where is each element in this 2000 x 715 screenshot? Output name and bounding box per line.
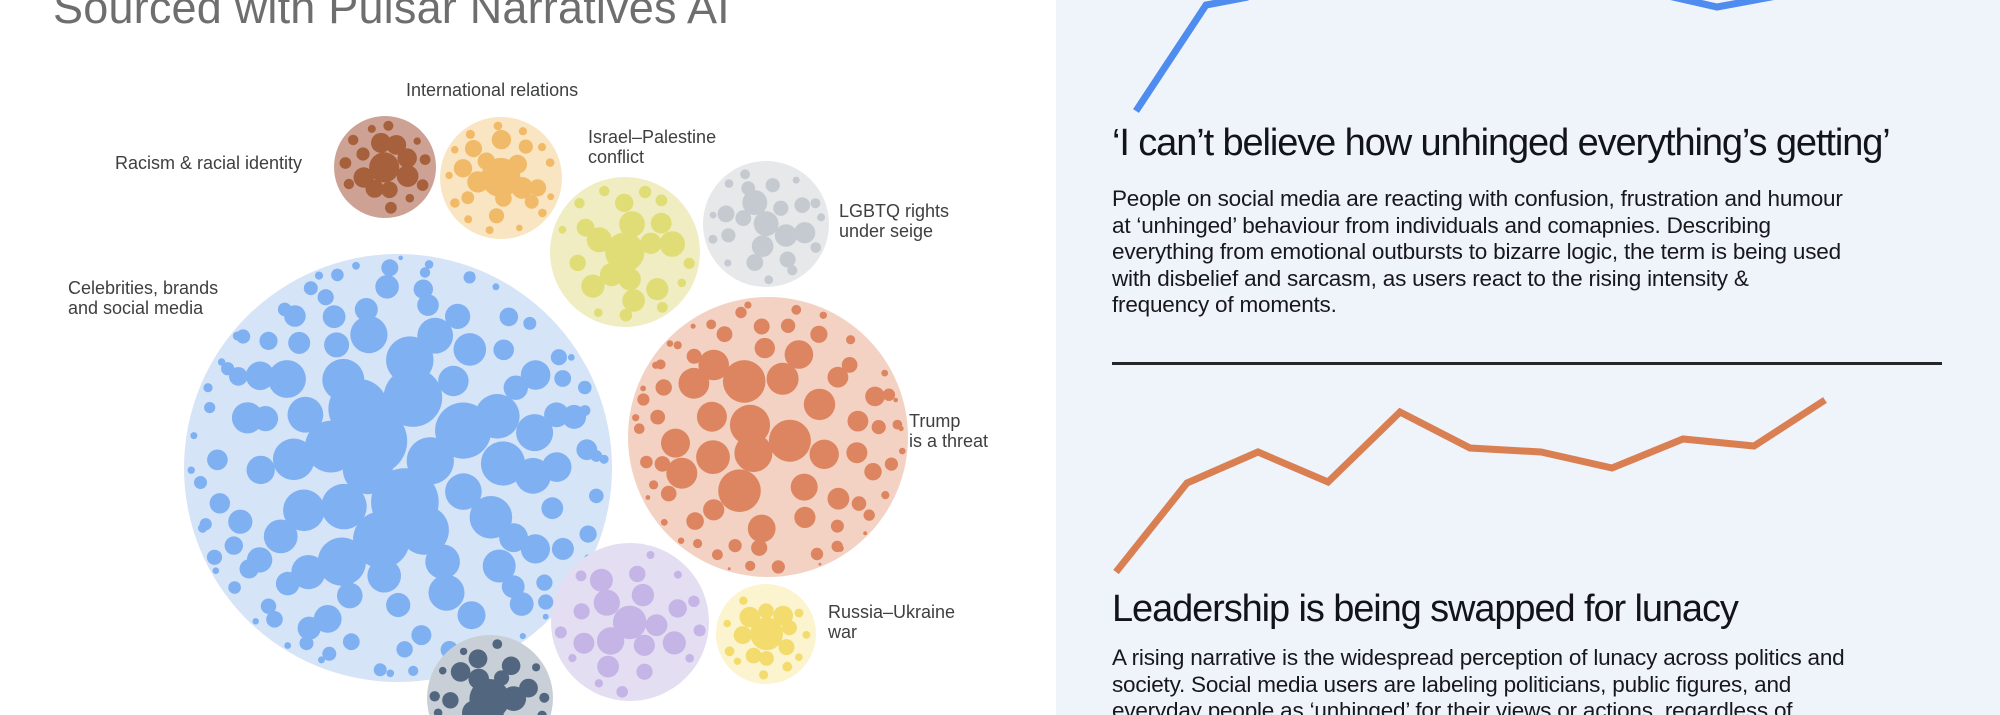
bubble-unlabeled-purple (551, 543, 709, 701)
section1-heading: ‘I can’t believe how unhinged everything… (1112, 122, 1891, 164)
unhinged-trend-line (1670, 0, 1775, 11)
unhinged-trend-line (1133, 0, 1249, 113)
bubble-russia-ukraine-war (716, 584, 816, 684)
section-divider (1112, 362, 1942, 365)
bubble-label-russia-ukraine-war: Russia–Ukraine war (828, 602, 956, 642)
bubble-israel-palestine-conflict (550, 177, 700, 327)
right-panel-background (1056, 0, 2000, 715)
bubble-celebrities-brands (184, 254, 612, 682)
bubble-international-relations (440, 117, 562, 239)
bubble-label-lgbtq-rights: LGBTQ rights under seige (839, 201, 950, 241)
lunacy-trend-line (1113, 397, 1827, 575)
bubble-label-trump-threat: Trump is a threat (909, 411, 989, 451)
bubble-racism-racial-identity (334, 116, 436, 218)
bubble-trump-threat (628, 297, 908, 577)
bubble-label-international-relations: International relations (406, 80, 579, 100)
section2-heading: Leadership is being swapped for lunacy (1112, 588, 1739, 630)
bubble-label-racism-racial-identity: Racism & racial identity (115, 153, 303, 173)
section1-body: People on social media are reacting with… (1112, 186, 1843, 317)
bubble-label-israel-palestine-conflict: Israel–Palestine conflict (588, 127, 717, 167)
bubble-label-celebrities-brands: Celebrities, brands and social media (68, 278, 219, 318)
section2-body: A rising narrative is the widespread per… (1112, 645, 1845, 715)
bubble-unlabeled-slate (427, 635, 553, 715)
bubble-lgbtq-rights (703, 161, 829, 287)
page-title: Sourced with Pulsar Narratives AI (53, 0, 730, 33)
